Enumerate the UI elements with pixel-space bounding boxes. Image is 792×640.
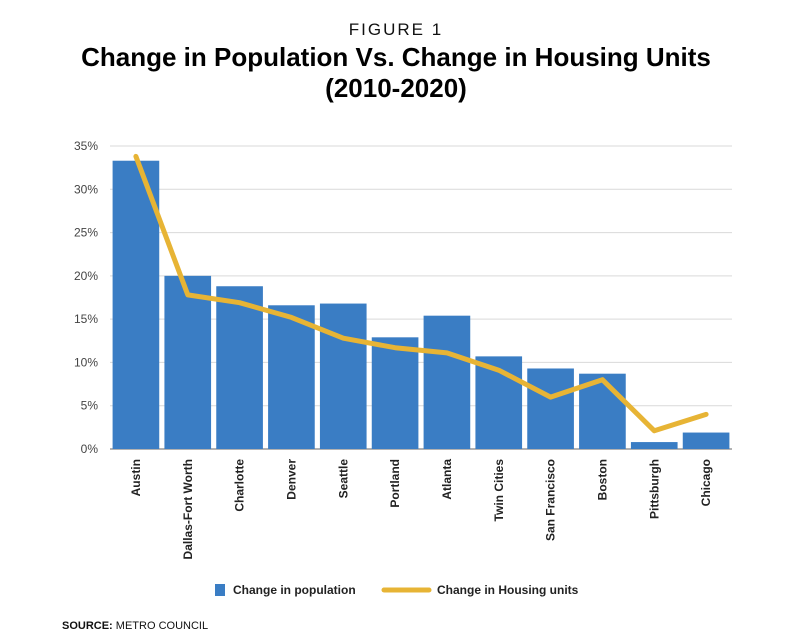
y-tick-label: 10%: [74, 355, 98, 369]
x-tick-label: Pittsburgh: [647, 459, 661, 519]
bar-chicago: [682, 432, 730, 449]
x-tick-label: Seattle: [336, 459, 350, 499]
bar-seattle: [319, 303, 367, 449]
y-tick-label: 25%: [74, 226, 98, 240]
chart-title-line-1: Change in Population Vs. Change in Housi…: [81, 42, 711, 72]
figure-label: FIGURE 1: [348, 20, 444, 39]
y-tick-label: 15%: [74, 312, 98, 326]
source-label: SOURCE:: [62, 620, 113, 632]
x-tick-label: Portland: [388, 459, 402, 508]
chart-title-line-2: (2010-2020): [325, 73, 467, 103]
x-tick-label: Dallas-Fort Worth: [181, 459, 195, 559]
bar-atlanta: [423, 315, 471, 449]
chart-title: Change in Population Vs. Change in Housi…: [0, 42, 792, 104]
bar-portland: [371, 337, 419, 449]
y-tick-label: 30%: [74, 182, 98, 196]
y-tick-label: 5%: [81, 399, 99, 413]
bar-charlotte: [216, 286, 263, 449]
x-tick-label: Atlanta: [440, 459, 454, 500]
y-tick-label: 35%: [74, 139, 98, 153]
bar-austin: [112, 160, 160, 449]
source-note: SOURCE: METRO COUNCIL: [62, 620, 208, 632]
x-tick-label: Denver: [284, 459, 298, 500]
x-tick-label: Twin Cities: [492, 459, 506, 522]
y-tick-label: 20%: [74, 269, 98, 283]
y-tick-label: 0%: [81, 442, 99, 456]
bar-san-francisco: [527, 368, 574, 449]
bar-dallas-fort-worth: [164, 275, 212, 449]
legend-population-label: Change in population: [233, 583, 356, 597]
x-tick-label: Charlotte: [233, 459, 247, 512]
bar-denver: [268, 305, 315, 449]
x-tick-label: Chicago: [699, 459, 713, 506]
line-layer: [133, 153, 709, 434]
housing-units-line: [133, 153, 709, 434]
bar-layer: [112, 160, 730, 449]
bar-pittsburgh: [630, 442, 678, 449]
label-layer: Austin Dallas-Fort Worth Charlotte Denver Se…: [129, 459, 713, 560]
x-tick-label: San Francisco: [544, 459, 558, 541]
legend: Change in population Change in Housing u…: [215, 583, 579, 597]
x-tick-label: Boston: [595, 459, 609, 500]
x-tick-label: Austin: [129, 459, 143, 496]
legend-bar-swatch: [215, 584, 225, 596]
source-value: METRO COUNCIL: [112, 620, 209, 632]
legend-housing-label: Change in Housing units: [437, 583, 579, 597]
